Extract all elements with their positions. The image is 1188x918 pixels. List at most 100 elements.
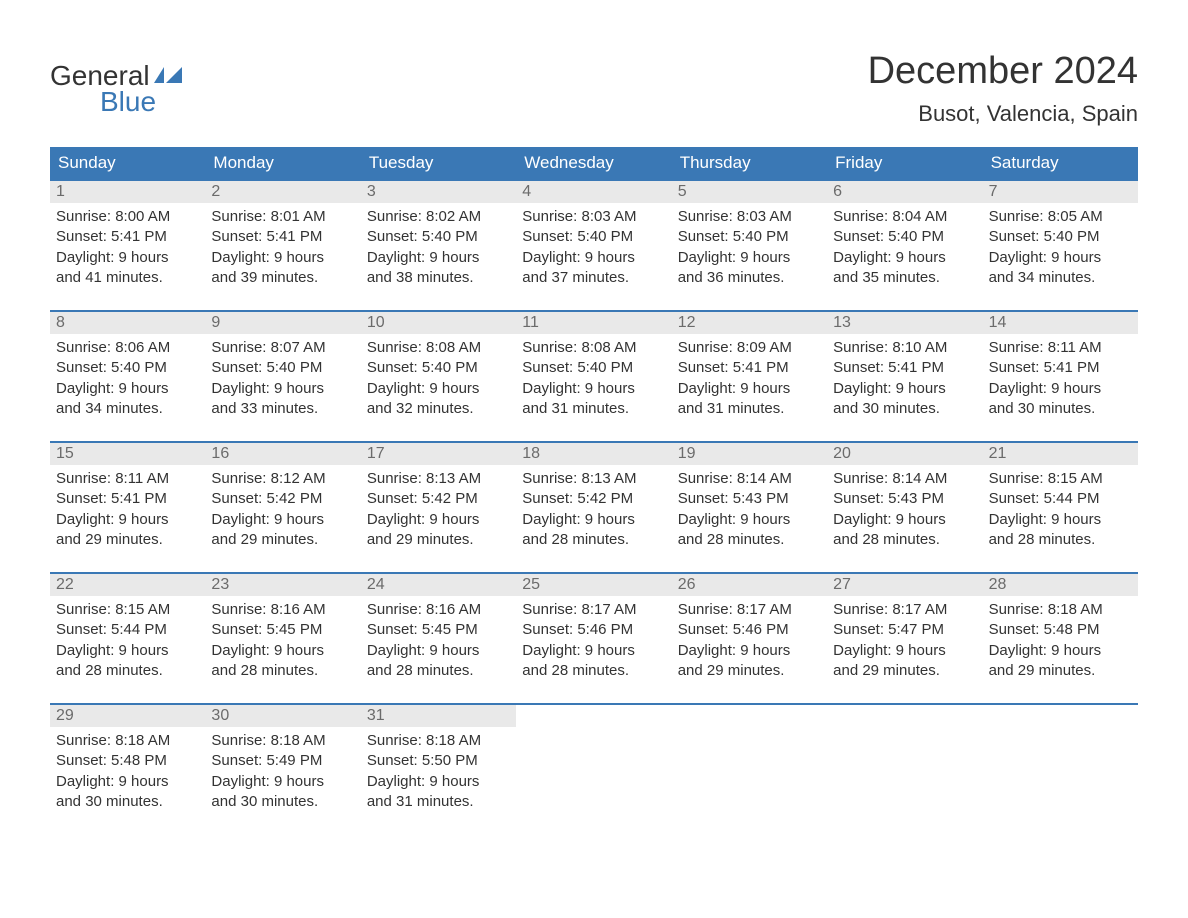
day-sunrise: Sunrise: 8:03 AM xyxy=(522,207,665,227)
day-number: 20 xyxy=(827,443,982,465)
day-cell: 11Sunrise: 8:08 AMSunset: 5:40 PMDayligh… xyxy=(516,312,671,423)
day-daylight2: and 29 minutes. xyxy=(367,530,510,550)
day-sunrise: Sunrise: 8:12 AM xyxy=(211,469,354,489)
day-body: Sunrise: 8:11 AMSunset: 5:41 PMDaylight:… xyxy=(50,465,205,554)
day-body: Sunrise: 8:09 AMSunset: 5:41 PMDaylight:… xyxy=(672,334,827,423)
day-daylight1: Daylight: 9 hours xyxy=(989,510,1132,530)
day-sunrise: Sunrise: 8:18 AM xyxy=(989,600,1132,620)
day-daylight2: and 28 minutes. xyxy=(56,661,199,681)
day-daylight1: Daylight: 9 hours xyxy=(833,379,976,399)
day-cell: 26Sunrise: 8:17 AMSunset: 5:46 PMDayligh… xyxy=(672,574,827,685)
logo: General Blue xyxy=(50,60,182,118)
day-number: 8 xyxy=(50,312,205,334)
day-sunset: Sunset: 5:45 PM xyxy=(367,620,510,640)
day-daylight2: and 28 minutes. xyxy=(367,661,510,681)
day-body: Sunrise: 8:12 AMSunset: 5:42 PMDaylight:… xyxy=(205,465,360,554)
day-daylight1: Daylight: 9 hours xyxy=(56,641,199,661)
day-cell: 31Sunrise: 8:18 AMSunset: 5:50 PMDayligh… xyxy=(361,705,516,816)
day-sunset: Sunset: 5:40 PM xyxy=(211,358,354,378)
day-cell: 10Sunrise: 8:08 AMSunset: 5:40 PMDayligh… xyxy=(361,312,516,423)
day-sunrise: Sunrise: 8:17 AM xyxy=(678,600,821,620)
day-number: 1 xyxy=(50,181,205,203)
day-sunrise: Sunrise: 8:01 AM xyxy=(211,207,354,227)
day-daylight1: Daylight: 9 hours xyxy=(367,248,510,268)
day-number: 6 xyxy=(827,181,982,203)
day-cell: 23Sunrise: 8:16 AMSunset: 5:45 PMDayligh… xyxy=(205,574,360,685)
day-cell: 3Sunrise: 8:02 AMSunset: 5:40 PMDaylight… xyxy=(361,181,516,292)
day-body: Sunrise: 8:11 AMSunset: 5:41 PMDaylight:… xyxy=(983,334,1138,423)
day-sunset: Sunset: 5:40 PM xyxy=(367,358,510,378)
day-body: Sunrise: 8:06 AMSunset: 5:40 PMDaylight:… xyxy=(50,334,205,423)
day-body: Sunrise: 8:13 AMSunset: 5:42 PMDaylight:… xyxy=(361,465,516,554)
day-cell: 25Sunrise: 8:17 AMSunset: 5:46 PMDayligh… xyxy=(516,574,671,685)
day-body: Sunrise: 8:14 AMSunset: 5:43 PMDaylight:… xyxy=(827,465,982,554)
day-cell xyxy=(672,705,827,816)
day-cell: 21Sunrise: 8:15 AMSunset: 5:44 PMDayligh… xyxy=(983,443,1138,554)
day-body: Sunrise: 8:18 AMSunset: 5:50 PMDaylight:… xyxy=(361,727,516,816)
day-sunset: Sunset: 5:41 PM xyxy=(833,358,976,378)
day-number: 14 xyxy=(983,312,1138,334)
day-daylight2: and 29 minutes. xyxy=(833,661,976,681)
day-sunrise: Sunrise: 8:10 AM xyxy=(833,338,976,358)
day-sunset: Sunset: 5:40 PM xyxy=(56,358,199,378)
day-daylight1: Daylight: 9 hours xyxy=(211,641,354,661)
day-daylight2: and 32 minutes. xyxy=(367,399,510,419)
day-number: 31 xyxy=(361,705,516,727)
day-sunset: Sunset: 5:40 PM xyxy=(678,227,821,247)
day-daylight1: Daylight: 9 hours xyxy=(211,510,354,530)
day-sunrise: Sunrise: 8:18 AM xyxy=(56,731,199,751)
day-body: Sunrise: 8:10 AMSunset: 5:41 PMDaylight:… xyxy=(827,334,982,423)
day-daylight1: Daylight: 9 hours xyxy=(367,510,510,530)
day-cell: 1Sunrise: 8:00 AMSunset: 5:41 PMDaylight… xyxy=(50,181,205,292)
day-number: 3 xyxy=(361,181,516,203)
day-number: 28 xyxy=(983,574,1138,596)
day-cell: 22Sunrise: 8:15 AMSunset: 5:44 PMDayligh… xyxy=(50,574,205,685)
day-daylight1: Daylight: 9 hours xyxy=(56,379,199,399)
day-body: Sunrise: 8:18 AMSunset: 5:48 PMDaylight:… xyxy=(983,596,1138,685)
day-daylight1: Daylight: 9 hours xyxy=(833,248,976,268)
day-number: 7 xyxy=(983,181,1138,203)
day-sunset: Sunset: 5:40 PM xyxy=(522,358,665,378)
day-daylight1: Daylight: 9 hours xyxy=(522,510,665,530)
weekday-label: Friday xyxy=(827,147,982,179)
weekday-label: Thursday xyxy=(672,147,827,179)
day-daylight2: and 30 minutes. xyxy=(989,399,1132,419)
day-sunrise: Sunrise: 8:11 AM xyxy=(989,338,1132,358)
day-number: 13 xyxy=(827,312,982,334)
day-sunset: Sunset: 5:46 PM xyxy=(678,620,821,640)
day-body: Sunrise: 8:03 AMSunset: 5:40 PMDaylight:… xyxy=(672,203,827,292)
day-cell: 24Sunrise: 8:16 AMSunset: 5:45 PMDayligh… xyxy=(361,574,516,685)
day-daylight2: and 29 minutes. xyxy=(678,661,821,681)
day-sunrise: Sunrise: 8:02 AM xyxy=(367,207,510,227)
day-sunset: Sunset: 5:48 PM xyxy=(989,620,1132,640)
day-daylight1: Daylight: 9 hours xyxy=(56,510,199,530)
day-daylight1: Daylight: 9 hours xyxy=(833,510,976,530)
day-daylight2: and 29 minutes. xyxy=(211,530,354,550)
day-sunset: Sunset: 5:41 PM xyxy=(56,489,199,509)
day-cell: 14Sunrise: 8:11 AMSunset: 5:41 PMDayligh… xyxy=(983,312,1138,423)
page-header: General Blue December 2024 Busot, Valenc… xyxy=(50,50,1138,127)
day-daylight2: and 28 minutes. xyxy=(833,530,976,550)
day-number: 18 xyxy=(516,443,671,465)
day-cell: 8Sunrise: 8:06 AMSunset: 5:40 PMDaylight… xyxy=(50,312,205,423)
day-number: 12 xyxy=(672,312,827,334)
day-body: Sunrise: 8:18 AMSunset: 5:49 PMDaylight:… xyxy=(205,727,360,816)
location-text: Busot, Valencia, Spain xyxy=(868,101,1138,127)
day-sunset: Sunset: 5:44 PM xyxy=(989,489,1132,509)
day-sunrise: Sunrise: 8:05 AM xyxy=(989,207,1132,227)
day-daylight2: and 37 minutes. xyxy=(522,268,665,288)
day-body: Sunrise: 8:17 AMSunset: 5:46 PMDaylight:… xyxy=(672,596,827,685)
day-sunrise: Sunrise: 8:08 AM xyxy=(522,338,665,358)
day-number: 27 xyxy=(827,574,982,596)
day-daylight2: and 29 minutes. xyxy=(989,661,1132,681)
day-sunset: Sunset: 5:41 PM xyxy=(989,358,1132,378)
weeks-container: 1Sunrise: 8:00 AMSunset: 5:41 PMDaylight… xyxy=(50,179,1138,816)
day-daylight2: and 29 minutes. xyxy=(56,530,199,550)
day-cell: 18Sunrise: 8:13 AMSunset: 5:42 PMDayligh… xyxy=(516,443,671,554)
day-sunset: Sunset: 5:45 PM xyxy=(211,620,354,640)
day-sunrise: Sunrise: 8:18 AM xyxy=(367,731,510,751)
weekday-label: Wednesday xyxy=(516,147,671,179)
calendar-week-row: 1Sunrise: 8:00 AMSunset: 5:41 PMDaylight… xyxy=(50,179,1138,292)
day-sunset: Sunset: 5:43 PM xyxy=(678,489,821,509)
day-daylight2: and 28 minutes. xyxy=(522,661,665,681)
